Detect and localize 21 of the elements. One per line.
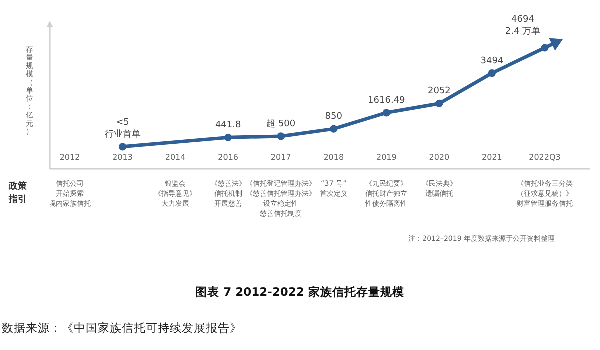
data-label: 850: [325, 112, 343, 122]
data-label: 1616.49: [368, 96, 406, 106]
x-tick-label: 2020: [429, 153, 450, 162]
x-tick-label: 2017: [270, 153, 292, 162]
text: 图表 7 2012-2022 家族信托存量规模: [196, 285, 404, 299]
data-label: 441.8: [215, 120, 242, 131]
data-label: <5 行业首单: [104, 118, 141, 140]
x-tick-label: 2012: [60, 153, 80, 162]
x-tick-label: 2013: [112, 153, 133, 162]
x-tick-label: 2018: [324, 153, 344, 162]
x-tick-label: 2016: [218, 153, 239, 162]
data-label: 3494: [480, 56, 504, 66]
x-tick-label: 2022Q3: [529, 153, 561, 162]
data-label: 4694 2.4 万单: [505, 15, 541, 37]
x-tick-label: 2019: [376, 153, 397, 162]
source-note: 数据来源：《中国家族信托可持续发展报告》: [2, 321, 242, 335]
x-tick-label: 2014: [165, 153, 186, 162]
data-label: 2052: [428, 86, 451, 97]
text: 政策指引: [8, 181, 28, 205]
data-label: 超 500: [266, 118, 296, 130]
x-tick-label: 2021: [482, 153, 502, 162]
